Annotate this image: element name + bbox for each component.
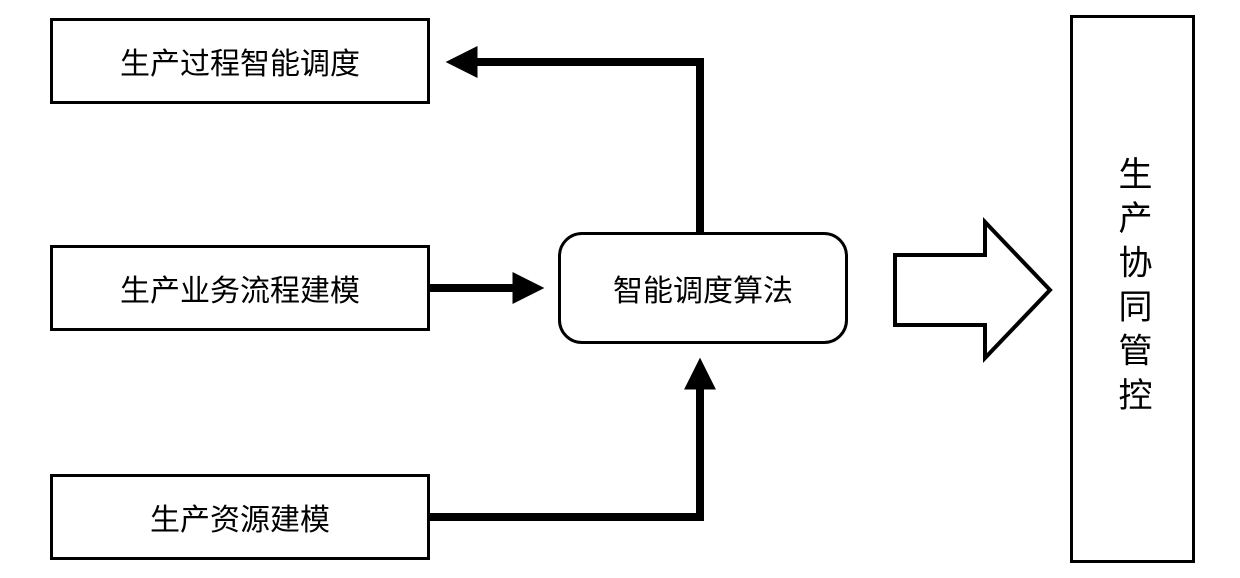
node-center-label: 智能调度算法 (613, 266, 793, 310)
node-mid-left-label: 生产业务流程建模 (120, 266, 360, 310)
node-top-left-label: 生产过程智能调度 (120, 39, 360, 83)
node-mid-left: 生产业务流程建模 (50, 245, 430, 331)
edge-center-right-block-arrow (895, 222, 1050, 358)
node-bot-left-label: 生产资源建模 (150, 495, 330, 539)
node-right: 生产协同管控 (1070, 15, 1195, 563)
edge-center-topleft (460, 62, 700, 232)
node-right-label: 生产协同管控 (1108, 156, 1157, 421)
node-bot-left: 生产资源建模 (50, 474, 430, 560)
node-top-left: 生产过程智能调度 (50, 18, 430, 104)
edge-botleft-center (430, 372, 700, 517)
node-center: 智能调度算法 (558, 232, 848, 344)
